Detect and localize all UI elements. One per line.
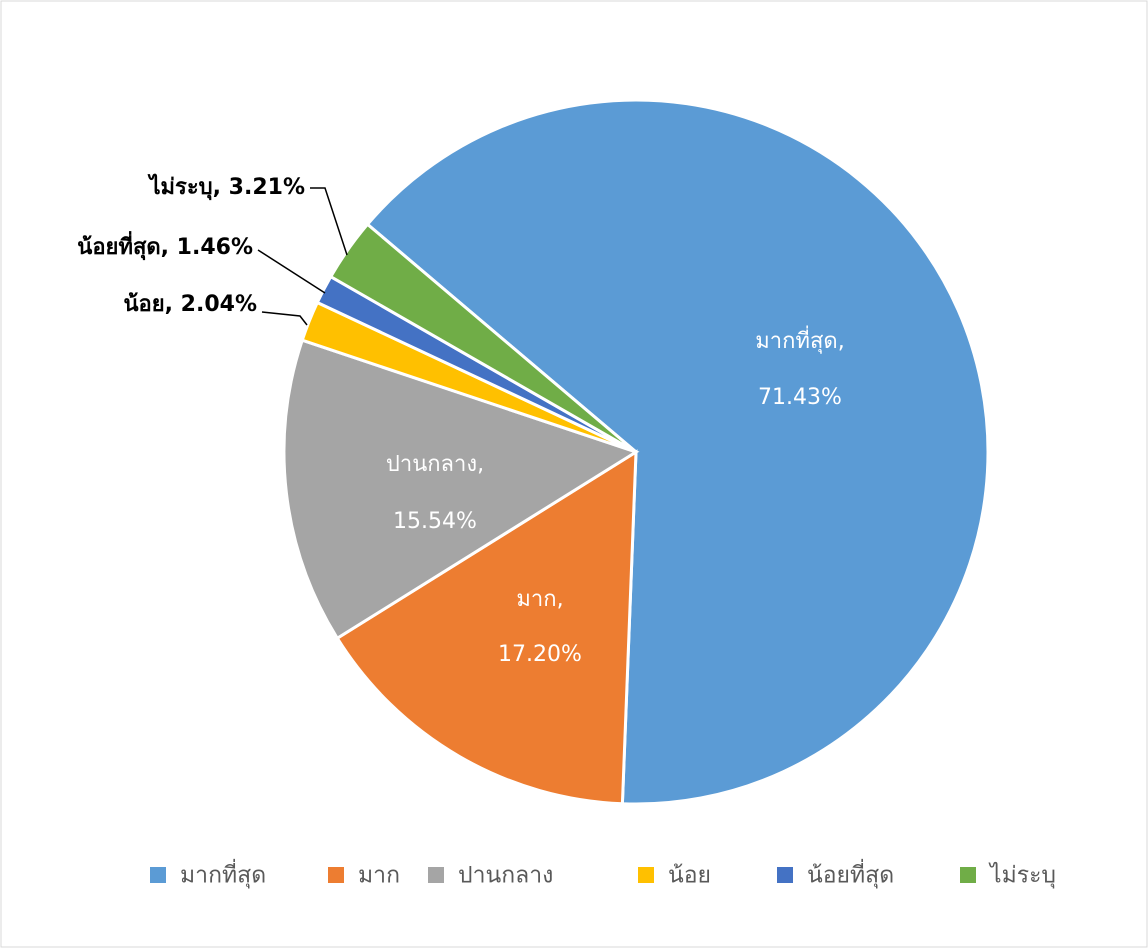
legend-swatch xyxy=(150,867,166,883)
pie-slice xyxy=(328,222,637,454)
legend-label: น้อย xyxy=(668,863,711,889)
leader-line xyxy=(310,187,348,256)
legend-label: ไม่ระบุ xyxy=(988,862,1056,889)
legend-swatch xyxy=(328,867,344,883)
pie-slice xyxy=(282,338,640,641)
data-label: มาก, 17.20% xyxy=(498,587,582,667)
legend-swatch xyxy=(777,867,793,883)
data-label: น้อย, 2.04% xyxy=(124,292,257,317)
leader-line xyxy=(257,249,326,294)
data-label: ไม่ระบุ, 3.21% xyxy=(147,173,305,201)
legend-swatch xyxy=(428,867,444,883)
legend-label: ปานกลาง xyxy=(458,863,553,889)
legend-label: มากที่สุด xyxy=(180,859,266,889)
data-label: น้อยที่สุด, 1.46% xyxy=(77,230,253,261)
legend-swatch xyxy=(960,867,976,883)
pie-slice xyxy=(365,98,990,806)
legend-swatch xyxy=(638,867,654,883)
leader-line xyxy=(261,311,308,326)
data-label: มากที่สุด, 71.43% xyxy=(755,325,844,410)
legend-label: มาก xyxy=(358,863,400,889)
pie-slice xyxy=(335,449,638,806)
data-label: ปานกลาง, 15.54% xyxy=(386,452,484,534)
legend-label: น้อยที่สุด xyxy=(807,859,894,889)
